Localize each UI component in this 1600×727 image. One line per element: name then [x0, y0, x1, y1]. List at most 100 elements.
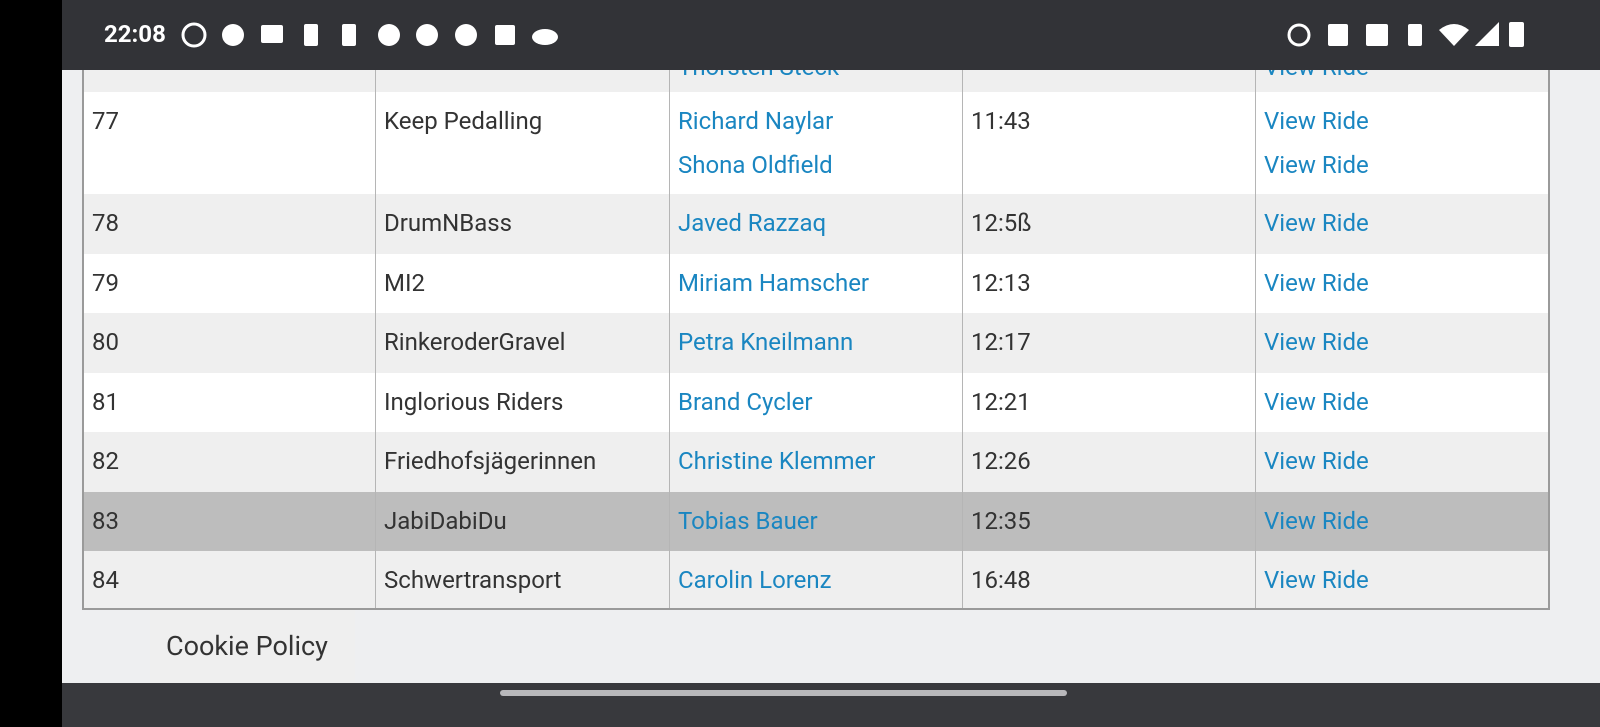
- rider-cell: Brand Cycler: [670, 372, 963, 432]
- rank-text: 81: [92, 387, 119, 416]
- time-text: 12:17: [971, 328, 1031, 356]
- time-cell: 12:26: [963, 432, 1256, 492]
- table-row: 79 MI2 Miriam Hamscher 12:13 View Ride: [84, 253, 1548, 314]
- team-text: Inglorious Riders: [384, 387, 564, 416]
- table-row: 77 Keep Pedalling Richard Naylar Shona Oldf…: [84, 92, 1548, 194]
- view-ride-link[interactable]: View Ride: [1264, 387, 1369, 416]
- time-text: 12:5ß: [971, 209, 1032, 237]
- cookie-policy-link[interactable]: Cookie Policy: [150, 610, 355, 683]
- rider-cell: Christine Klemmer: [670, 432, 963, 492]
- clock: 22:08: [104, 20, 166, 48]
- time-text: 16:48: [971, 566, 1031, 594]
- team-cell: Keep Pedalling: [376, 92, 670, 194]
- rank-cell: [84, 70, 376, 92]
- team-text: MI2: [384, 268, 425, 297]
- team-cell: MI2: [376, 253, 670, 313]
- rider-cell: Miriam Hamscher: [670, 253, 963, 313]
- rider-cell: Petra Kneilmann: [670, 313, 963, 373]
- team-text: Keep Pedalling: [384, 107, 543, 135]
- rider-link[interactable]: Richard Naylar: [678, 107, 834, 135]
- rider-link[interactable]: Christine Klemmer: [678, 447, 876, 475]
- navigation-bar: [62, 683, 1600, 727]
- rank-text: 77: [92, 107, 119, 135]
- rank-cell: 83: [84, 491, 376, 551]
- rank-cell: 78: [84, 194, 376, 254]
- rider-link[interactable]: Thorsten Steck: [678, 70, 954, 96]
- view-ride-link[interactable]: View Ride: [1264, 506, 1369, 535]
- rider-link[interactable]: Miriam Hamscher: [678, 268, 870, 297]
- time-text: 11:43: [971, 107, 1031, 135]
- time-cell: 12:13: [963, 253, 1256, 313]
- team-cell: Inglorious Riders: [376, 372, 670, 432]
- team-text: JabiDabiDu: [384, 506, 507, 535]
- view-ride-link[interactable]: View Ride: [1264, 70, 1542, 96]
- rider-link[interactable]: Petra Kneilmann: [678, 328, 854, 356]
- home-indicator[interactable]: [500, 690, 1067, 696]
- link-cell: View Ride: [1256, 194, 1548, 254]
- rank-cell: 79: [84, 253, 376, 313]
- rank-text: 83: [92, 506, 119, 535]
- link-cell: View Ride: [1256, 492, 1548, 552]
- rider-link[interactable]: Tobias Bauer: [678, 506, 818, 535]
- table-row: Thorsten Steck View Ride: [84, 70, 1548, 92]
- link-cell: View Ride: [1256, 432, 1548, 492]
- time-text: 12:35: [971, 506, 1031, 535]
- rider-cell: Carolin Lorenz: [670, 551, 963, 608]
- team-cell: RinkeroderGravel: [376, 313, 670, 373]
- rank-text: 80: [92, 328, 119, 356]
- team-text: DrumNBass: [384, 209, 513, 237]
- table-row: 80 RinkeroderGravel Petra Kneilmann 12:17 Vi…: [84, 313, 1548, 373]
- rider-link[interactable]: Javed Razzaq: [678, 209, 827, 237]
- rank-cell: 84: [84, 551, 376, 608]
- time-cell: 12:21: [963, 372, 1256, 432]
- view-ride-link[interactable]: View Ride: [1264, 209, 1369, 237]
- team-cell: JabiDabiDu: [376, 491, 670, 551]
- rider-cell: Thorsten Steck: [670, 70, 963, 92]
- rank-cell: 80: [84, 313, 376, 373]
- time-text: 12:26: [971, 447, 1031, 475]
- rank-text: 78: [92, 209, 119, 237]
- time-cell: 12:35: [963, 491, 1256, 551]
- view-ride-link[interactable]: View Ride: [1264, 107, 1369, 135]
- rank-cell: 77: [84, 92, 376, 194]
- rank-text: 84: [92, 566, 119, 594]
- view-ride-link[interactable]: View Ride: [1264, 268, 1369, 297]
- view-ride-link[interactable]: View Ride: [1264, 447, 1369, 475]
- results-table: Thorsten Steck View Ride 77 Keep Pedalling R…: [82, 70, 1550, 610]
- view-ride-link[interactable]: View Ride: [1264, 151, 1369, 179]
- team-text: Friedhofsjägerinnen: [384, 447, 597, 475]
- link-cell: View Ride: [1256, 254, 1548, 314]
- team-cell: DrumNBass: [376, 194, 670, 254]
- rider-cell: Tobias Bauer: [670, 491, 963, 551]
- rider-cell: Richard Naylar Shona Oldfield: [670, 92, 963, 194]
- rider-link[interactable]: Shona Oldfield: [678, 151, 833, 179]
- time-text: 12:21: [971, 387, 1031, 416]
- time-cell: 11:43: [963, 92, 1256, 194]
- rider-link[interactable]: Carolin Lorenz: [678, 566, 832, 594]
- rider-link[interactable]: Brand Cycler: [678, 387, 813, 416]
- rank-text: 82: [92, 447, 119, 475]
- rank-cell: 81: [84, 372, 376, 432]
- team-text: RinkeroderGravel: [384, 328, 566, 356]
- rank-cell: 82: [84, 432, 376, 492]
- link-cell: View Ride: [1256, 313, 1548, 373]
- team-cell: Schwertransport: [376, 551, 670, 608]
- table-row: 82 Friedhofsjägerinnen Christine Klemmer 12…: [84, 432, 1548, 492]
- time-cell: 16:48: [963, 551, 1256, 608]
- time-text: 12:13: [971, 268, 1031, 297]
- time-cell: 12:5ß: [963, 194, 1256, 254]
- rider-cell: Javed Razzaq: [670, 194, 963, 254]
- time-cell: 12:17: [963, 313, 1256, 373]
- status-bar: 22:08: [62, 0, 1600, 70]
- view-ride-link[interactable]: View Ride: [1264, 328, 1369, 356]
- link-cell: View Ride: [1256, 70, 1548, 92]
- time-cell: [963, 70, 1256, 92]
- status-icons: [181, 22, 1524, 48]
- link-cell: View Ride: [1256, 551, 1548, 608]
- rank-text: 79: [92, 268, 119, 297]
- team-cell: [376, 70, 670, 92]
- team-text: Schwertransport: [384, 566, 562, 594]
- view-ride-link[interactable]: View Ride: [1264, 566, 1369, 594]
- table-row: 83 JabiDabiDu Tobias Bauer 12:35 View Ride: [84, 491, 1548, 552]
